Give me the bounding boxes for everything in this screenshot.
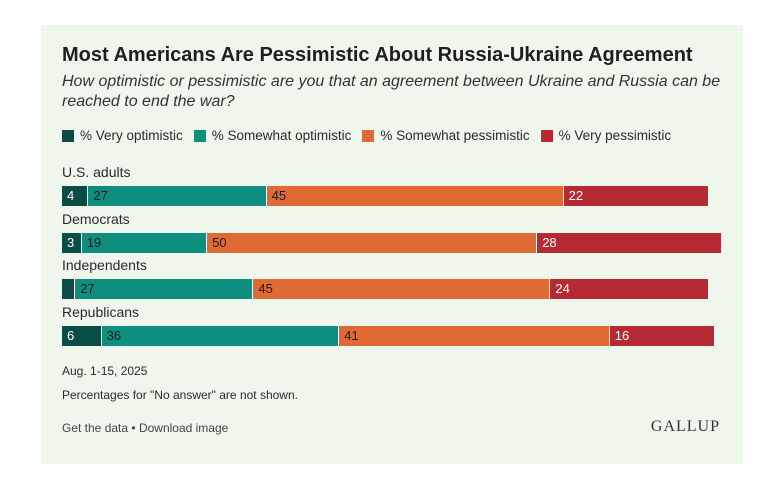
legend-swatch [540, 129, 553, 142]
legend-label: % Very pessimistic [558, 128, 672, 143]
category-label: U.S. adults [62, 164, 131, 180]
bar-row: Republicans 6 36 41 16 [62, 304, 722, 350]
data-label: 45 [271, 188, 287, 203]
data-label: 27 [93, 188, 108, 203]
bar-segment [62, 279, 76, 299]
data-label: 22 [568, 188, 584, 203]
stacked-bar: 27 45 24 [62, 279, 709, 299]
data-label: 19 [86, 234, 102, 250]
bar-segment: 6 [62, 325, 102, 346]
bar-segment: 41 [339, 325, 610, 346]
legend-label: % Somewhat pessimistic [380, 128, 530, 143]
stacked-bar: 6 36 41 16 [62, 325, 716, 346]
legend-swatch [362, 129, 375, 142]
link-separator: • [131, 421, 136, 435]
stacked-bar: 3 19 50 28 [62, 232, 722, 253]
legend: % Very optimistic % Somewhat optimistic % … [62, 128, 682, 143]
category-label: Democrats [62, 210, 130, 227]
data-label: 45 [258, 281, 273, 296]
data-label: 50 [212, 234, 227, 250]
data-label: 27 [80, 281, 95, 296]
bar-segment: 36 [101, 325, 340, 346]
legend-label: % Very optimistic [80, 128, 183, 143]
data-label: 16 [614, 327, 630, 343]
footnote: Percentages for "No answer" are not show… [62, 388, 298, 402]
bar-row: Democrats 3 19 50 28 [62, 211, 722, 257]
bar-row: U.S. adults 4 27 45 22 [62, 164, 722, 210]
stacked-bar: 4 27 45 22 [62, 186, 709, 206]
bar-row: Independents 27 45 24 [62, 257, 722, 303]
data-label: 6 [67, 327, 75, 343]
chart-card: Most Americans Are Pessimistic About Rus… [41, 25, 743, 464]
legend-item: % Somewhat optimistic [193, 128, 352, 143]
bar-segment: 27 [75, 279, 254, 299]
bar-segment: 4 [62, 186, 89, 206]
download-image-link[interactable]: Download image [138, 421, 229, 435]
chart-title: Most Americans Are Pessimistic About Rus… [62, 44, 693, 66]
legend-item: % Somewhat pessimistic [362, 128, 530, 143]
category-label: Republicans [62, 303, 140, 320]
survey-date: Aug. 1-15, 2025 [62, 364, 148, 378]
data-label: 36 [106, 327, 122, 343]
get-data-link[interactable]: Get the data [62, 421, 129, 435]
bar-segment: 16 [609, 325, 716, 346]
legend-swatch [62, 129, 74, 142]
chart-subtitle: How optimistic or pessimistic are you th… [62, 73, 721, 110]
legend-item: % Very pessimistic [540, 128, 672, 143]
data-label: 24 [555, 281, 570, 296]
data-label: 28 [542, 234, 557, 250]
bar-segment: 19 [81, 232, 208, 253]
bar-segment: 24 [550, 279, 709, 299]
bar-segment: 28 [537, 232, 722, 253]
gallup-logo: GALLUP [650, 418, 720, 435]
bar-segment: 3 [62, 232, 82, 253]
bar-segment: 50 [207, 232, 538, 253]
bar-segment: 22 [563, 186, 709, 206]
data-label: 3 [67, 234, 75, 250]
category-label: Independents [62, 257, 147, 273]
footer-links: Get the data • Download image [62, 421, 228, 435]
legend-swatch [193, 129, 206, 142]
data-label: 4 [67, 188, 75, 203]
bar-segment: 45 [266, 186, 564, 206]
bar-segment: 27 [88, 186, 267, 206]
bar-segment: 45 [253, 279, 551, 299]
legend-label: % Somewhat optimistic [211, 128, 352, 143]
legend-item: % Very optimistic [62, 128, 183, 143]
data-label: 41 [344, 327, 359, 343]
